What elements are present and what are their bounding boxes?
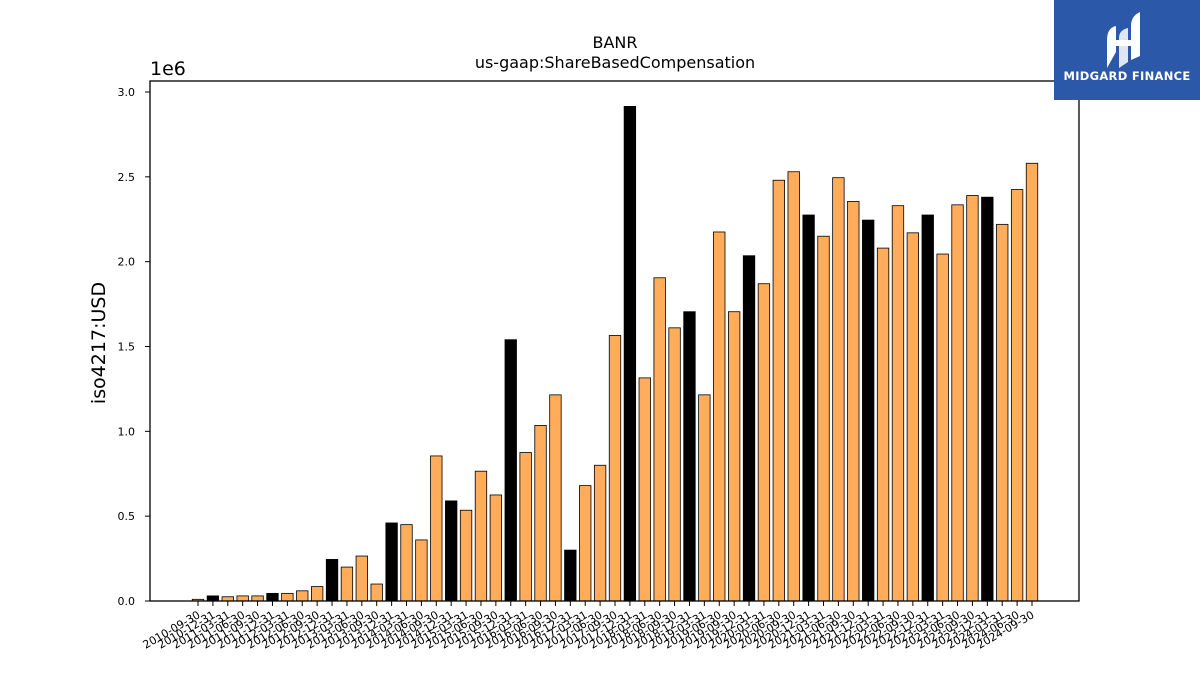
bar-2016-09-30 bbox=[549, 394, 562, 602]
brand-name: MIDGARD FINANCE bbox=[1063, 69, 1191, 83]
bar-2017-09-30 bbox=[608, 335, 622, 602]
bar-2018-06-30 bbox=[653, 277, 666, 602]
bar-2018-03-31 bbox=[638, 377, 651, 602]
bar-2012-09-30 bbox=[310, 586, 324, 602]
y-tick-label: 0.0 bbox=[118, 595, 136, 608]
bar-2016-12-31 bbox=[564, 549, 577, 602]
bar-2019-03-31 bbox=[698, 394, 711, 602]
bar-2020-03-31 bbox=[757, 283, 771, 602]
bar-2023-06-30 bbox=[951, 204, 964, 602]
y-multiplier-label: 1e6 bbox=[150, 58, 186, 80]
bars-group bbox=[191, 106, 1039, 602]
bar-2021-06-30 bbox=[832, 177, 845, 602]
bar-2015-09-30 bbox=[489, 494, 503, 602]
bar-2016-06-30 bbox=[534, 424, 547, 602]
bar-2018-12-31 bbox=[683, 311, 696, 602]
brand-mark-icon bbox=[1107, 12, 1140, 68]
bar-2019-09-30 bbox=[727, 311, 741, 602]
bar-2018-09-30 bbox=[668, 327, 681, 602]
chart-title: BANR bbox=[592, 33, 637, 52]
bar-2011-06-30 bbox=[236, 595, 249, 602]
bar-2020-09-30 bbox=[787, 171, 800, 602]
y-axis: 0.0 0.5 1.0 1.5 2.0 2.5 3.0 bbox=[118, 86, 150, 608]
y-tick-label: 1.0 bbox=[118, 425, 136, 438]
y-tick-label: 2.5 bbox=[118, 171, 136, 184]
bar-2013-03-31 bbox=[340, 566, 354, 602]
bar-2015-06-30 bbox=[474, 470, 488, 602]
bar-2015-03-31 bbox=[459, 509, 473, 602]
bar-2010-12-31 bbox=[206, 595, 220, 602]
bar-2022-03-31 bbox=[876, 247, 890, 602]
bar-2017-12-31 bbox=[623, 106, 637, 602]
bar-2020-12-31 bbox=[802, 214, 815, 602]
bar-2021-12-31 bbox=[862, 219, 875, 602]
bar-2024-03-31 bbox=[996, 223, 1009, 602]
bar-2011-12-31 bbox=[266, 592, 279, 602]
plot-frame bbox=[149, 80, 1080, 602]
y-axis-label: iso4217:USD bbox=[88, 282, 110, 404]
bar-2013-12-31 bbox=[385, 522, 398, 602]
bar-2019-06-30 bbox=[713, 231, 726, 602]
bar-2015-12-31 bbox=[504, 339, 517, 602]
bar-2021-03-31 bbox=[817, 235, 830, 602]
bar-2019-12-31 bbox=[742, 255, 756, 602]
bar-2016-03-31 bbox=[519, 452, 532, 602]
y-tick-label: 2.0 bbox=[118, 256, 136, 269]
bar-2024-06-30 bbox=[1010, 189, 1024, 602]
bar-2012-03-31 bbox=[281, 592, 294, 602]
bar-2014-12-31 bbox=[445, 500, 458, 602]
bar-2022-09-30 bbox=[906, 232, 920, 602]
bar-2014-03-31 bbox=[400, 524, 413, 602]
y-tick-label: 3.0 bbox=[118, 86, 136, 99]
bar-2022-06-30 bbox=[891, 205, 905, 602]
bar-2013-09-30 bbox=[370, 583, 383, 602]
bar-2012-12-31 bbox=[325, 559, 339, 602]
bar-2013-06-30 bbox=[355, 555, 368, 602]
x-axis: 2010-09-302010-12-312011-03-312011-06-30… bbox=[141, 601, 1037, 652]
bar-2014-09-30 bbox=[430, 455, 443, 602]
y-tick-label: 1.5 bbox=[118, 341, 136, 354]
bar-2020-06-30 bbox=[772, 179, 785, 602]
y-tick-label: 0.5 bbox=[118, 510, 136, 523]
bar-2011-09-30 bbox=[251, 595, 264, 602]
bar-2023-12-31 bbox=[981, 196, 994, 602]
chart-subtitle: us-gaap:ShareBasedCompensation bbox=[475, 53, 755, 72]
bar-2014-06-30 bbox=[415, 539, 428, 602]
bar-2021-09-30 bbox=[847, 201, 860, 602]
bar-2023-09-30 bbox=[966, 195, 979, 602]
bar-2023-03-31 bbox=[936, 253, 949, 602]
bar-2017-03-31 bbox=[579, 485, 592, 602]
bar-2024-09-30 bbox=[1025, 162, 1039, 602]
brand-logo: MIDGARD FINANCE bbox=[1054, 0, 1200, 100]
bar-2012-06-30 bbox=[296, 590, 309, 602]
bar-2022-12-31 bbox=[921, 214, 934, 602]
bar-2017-06-30 bbox=[593, 464, 607, 602]
